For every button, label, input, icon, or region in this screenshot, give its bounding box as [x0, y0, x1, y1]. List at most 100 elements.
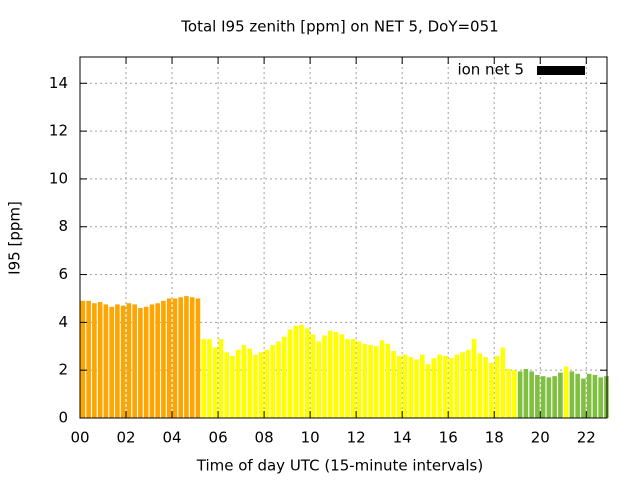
bar: [224, 352, 230, 418]
bar: [385, 343, 391, 418]
bar: [437, 354, 442, 418]
y-tick-label: 4: [58, 313, 68, 331]
bar: [287, 329, 293, 418]
bar: [604, 376, 609, 418]
bar: [172, 298, 178, 418]
x-tick-label: 12: [347, 429, 366, 447]
bar: [195, 298, 201, 418]
bar: [362, 343, 368, 418]
bar: [494, 355, 500, 418]
bar: [512, 370, 517, 418]
y-axis-label: I95 [ppm]: [6, 201, 24, 275]
bar: [552, 376, 557, 418]
x-tick-label: 08: [255, 429, 274, 447]
bar: [592, 374, 598, 418]
bar: [201, 339, 206, 418]
y-tick-label: 2: [58, 361, 68, 379]
bar: [529, 371, 534, 418]
bar: [258, 352, 264, 418]
bar: [408, 357, 414, 418]
bar: [506, 368, 511, 418]
bar: [489, 363, 494, 418]
bar: [212, 347, 218, 418]
x-tick-label: 04: [163, 429, 182, 447]
bar: [333, 331, 339, 418]
bar: [523, 368, 529, 418]
bar: [310, 334, 316, 418]
bar: [247, 348, 253, 418]
bar: [586, 373, 592, 418]
bar: [143, 306, 149, 418]
bars: [80, 296, 609, 418]
x-tick-label: 18: [485, 429, 504, 447]
bar: [299, 324, 304, 418]
bar: [379, 340, 385, 418]
bar: [454, 354, 460, 418]
bar: [581, 378, 586, 418]
bar: [80, 300, 86, 418]
y-tick-label: 8: [58, 217, 68, 235]
bar: [517, 371, 523, 418]
bar: [500, 347, 506, 418]
bar: [253, 354, 258, 418]
bar: [373, 346, 379, 418]
bar: [138, 308, 143, 418]
grid: [79, 57, 607, 419]
bar: [425, 364, 431, 418]
bar: [540, 376, 546, 418]
bar: [304, 328, 310, 418]
bar: [161, 300, 166, 418]
chart-title: Total I95 zenith [ppm] on NET 5, DoY=051: [180, 18, 498, 36]
bar: [414, 359, 419, 418]
bar: [345, 339, 350, 418]
legend-swatch: [537, 66, 585, 75]
bar: [316, 341, 322, 418]
bar: [356, 341, 362, 418]
y-tick-label: 6: [58, 265, 68, 283]
bar: [569, 371, 575, 418]
x-tick-label: 22: [577, 429, 596, 447]
bar: [397, 355, 402, 418]
bar: [235, 349, 241, 418]
bar: [120, 305, 126, 418]
bar: [546, 377, 552, 418]
bar: [350, 339, 356, 418]
bar: [339, 334, 345, 418]
plot-border: [79, 56, 608, 419]
bar: [92, 303, 97, 418]
bar: [477, 353, 483, 418]
bar: [132, 304, 137, 418]
bar: [155, 303, 160, 418]
x-tick-label: 16: [439, 429, 458, 447]
bar: [103, 304, 109, 418]
bar: [97, 302, 103, 418]
bar: [460, 352, 465, 418]
x-tick-label: 10: [301, 429, 320, 447]
bar: [483, 357, 488, 418]
bar: [466, 349, 471, 418]
bar: [178, 297, 183, 418]
y-tick-label: 12: [49, 122, 68, 140]
x-tick-label: 00: [70, 429, 89, 447]
bar: [218, 339, 224, 418]
bar: [184, 296, 189, 418]
bar: [149, 304, 155, 418]
bar: [471, 339, 477, 418]
bar: [402, 354, 408, 418]
x-axis-label: Time of day UTC (15-minute intervals): [196, 457, 483, 475]
y-tick-label: 14: [49, 74, 68, 92]
bar: [241, 345, 247, 418]
bar: [443, 355, 448, 418]
bar: [598, 377, 603, 418]
bar: [535, 374, 540, 418]
bar: [293, 325, 299, 418]
bar: [230, 355, 235, 418]
bar: [109, 306, 114, 418]
y-tick-label: 0: [58, 409, 68, 427]
bar: [448, 358, 454, 418]
bar: [276, 341, 281, 418]
bar: [207, 339, 212, 418]
x-tick-label: 02: [116, 429, 135, 447]
bar: [420, 354, 425, 418]
